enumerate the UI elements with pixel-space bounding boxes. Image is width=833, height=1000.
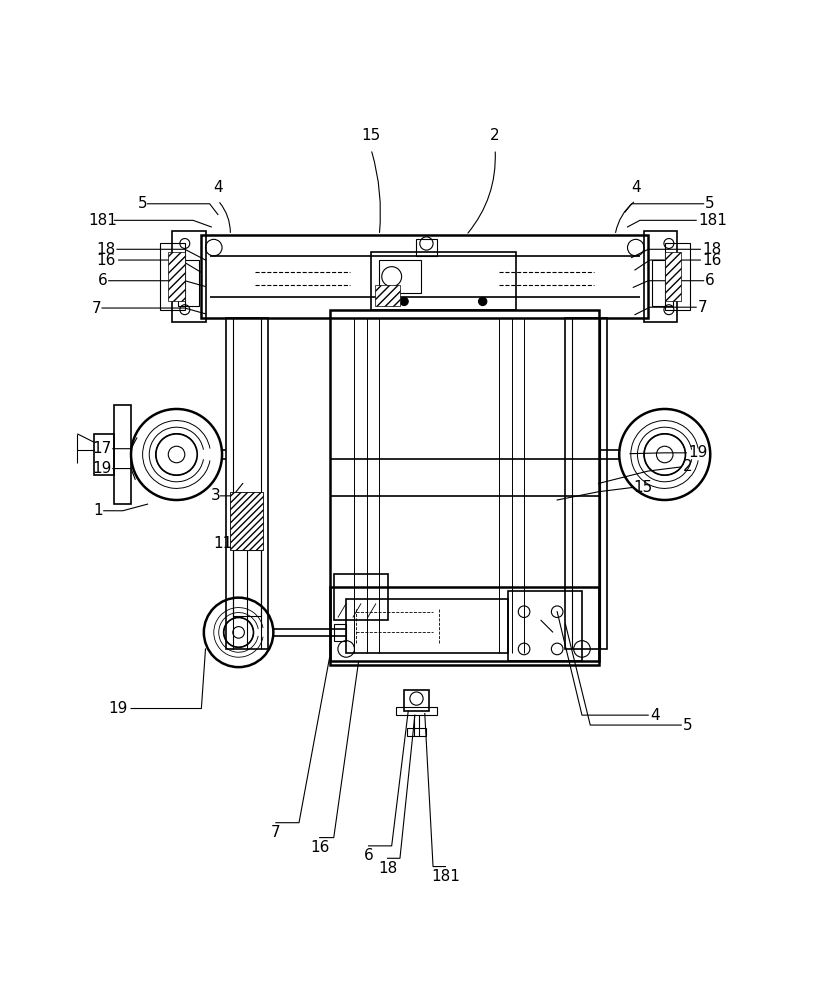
Bar [178, 260, 199, 306]
Bar [202, 235, 648, 318]
Text: 181: 181 [88, 213, 117, 228]
Text: 16: 16 [97, 253, 116, 268]
Text: 6: 6 [705, 273, 714, 288]
Text: 5: 5 [683, 718, 692, 733]
Text: 2: 2 [491, 128, 500, 143]
Bar [231, 492, 263, 550]
Bar [507, 591, 582, 661]
Text: 2: 2 [683, 459, 692, 474]
Text: 7: 7 [92, 301, 102, 316]
Text: 19: 19 [108, 701, 128, 716]
Bar [407, 728, 426, 736]
Circle shape [478, 297, 486, 306]
Bar [232, 550, 261, 616]
Text: 19: 19 [688, 445, 707, 460]
Text: 4: 4 [631, 180, 641, 195]
Bar [160, 243, 185, 310]
Bar [416, 239, 437, 256]
Bar [334, 624, 347, 641]
Circle shape [400, 297, 408, 306]
Text: 4: 4 [213, 180, 222, 195]
Bar [330, 310, 599, 661]
Text: 16: 16 [310, 840, 329, 855]
Bar [330, 587, 599, 665]
Text: 18: 18 [702, 242, 721, 257]
Text: 7: 7 [698, 300, 707, 315]
Text: 181: 181 [698, 213, 726, 228]
Bar [379, 260, 421, 293]
Text: 11: 11 [214, 536, 233, 551]
Text: 5: 5 [705, 196, 714, 211]
Bar [566, 318, 606, 649]
Bar [172, 231, 206, 322]
Text: 4: 4 [650, 708, 660, 723]
Bar [652, 260, 673, 306]
Text: 16: 16 [702, 253, 721, 268]
Text: 17: 17 [92, 441, 112, 456]
Text: 15: 15 [633, 480, 652, 495]
Text: 18: 18 [97, 242, 116, 257]
Text: 18: 18 [378, 861, 397, 876]
Bar [168, 252, 185, 301]
Bar [347, 599, 507, 653]
Bar [404, 690, 429, 711]
Bar [94, 434, 114, 475]
Text: 1: 1 [94, 503, 103, 518]
Bar [396, 707, 437, 715]
Text: 7: 7 [271, 825, 281, 840]
Text: 5: 5 [137, 196, 147, 211]
Text: 6: 6 [364, 848, 373, 863]
Bar [114, 405, 131, 504]
Bar [375, 285, 400, 306]
Bar [227, 318, 267, 649]
Text: 3: 3 [212, 488, 221, 503]
Bar [665, 243, 690, 310]
Bar [371, 252, 516, 310]
Bar [665, 252, 681, 301]
Text: 15: 15 [362, 128, 381, 143]
Bar [334, 574, 387, 620]
Text: 181: 181 [431, 869, 460, 884]
Bar [644, 231, 677, 322]
Text: 6: 6 [98, 273, 107, 288]
Text: 19: 19 [92, 461, 112, 476]
